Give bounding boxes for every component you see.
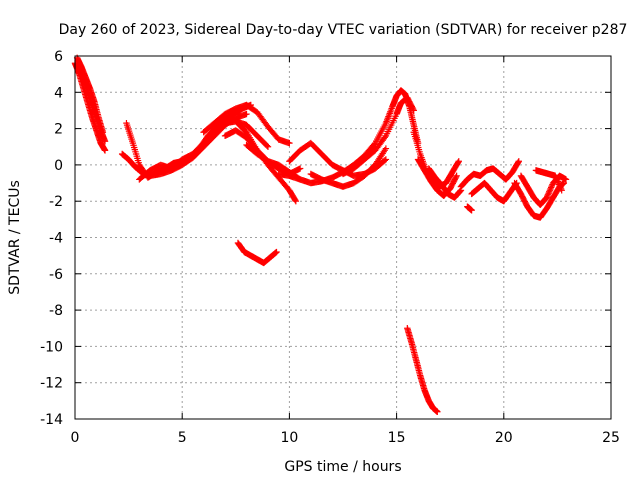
data-point <box>557 185 565 193</box>
data-point <box>370 141 378 148</box>
x-tick-label: 5 <box>178 430 187 446</box>
data-point <box>454 159 462 166</box>
data-point <box>547 185 554 193</box>
x-tick-label: 10 <box>280 430 298 446</box>
data-point <box>264 143 272 150</box>
data-point <box>286 139 293 147</box>
data-point <box>381 157 389 164</box>
y-axis-ticks: -14 -12 -10 -8 -6 -4 -2 0 2 4 6 <box>40 49 611 428</box>
x-tick-label: 20 <box>495 430 513 446</box>
data-point <box>382 145 390 152</box>
data-point <box>515 158 523 165</box>
data-point <box>101 138 109 145</box>
data-point <box>263 142 271 149</box>
data-point <box>514 159 522 166</box>
data-point <box>409 105 417 113</box>
data-point <box>410 107 417 114</box>
chart-title: Day 260 of 2023, Sidereal Day-to-day VTE… <box>59 22 628 38</box>
x-tick-label: 25 <box>602 430 620 446</box>
data-point <box>243 110 250 118</box>
data-point <box>292 198 300 205</box>
x-axis-ticks: 0 5 10 15 20 25 <box>71 56 620 446</box>
data-point <box>273 248 280 256</box>
data-point <box>557 184 564 191</box>
data-point <box>381 134 389 141</box>
data-point <box>456 188 463 195</box>
data-point <box>291 196 299 204</box>
data-point <box>544 191 552 198</box>
data-point <box>555 179 562 187</box>
data-point <box>546 187 554 194</box>
data-point <box>382 156 390 163</box>
data-point <box>457 187 464 195</box>
data-point <box>453 172 460 179</box>
y-tick-label: -6 <box>49 267 63 283</box>
data-point <box>101 147 109 154</box>
data-point <box>544 192 551 200</box>
y-tick-label: -8 <box>49 303 63 319</box>
data-point <box>455 158 462 165</box>
data-point <box>552 174 560 181</box>
data-point <box>452 173 460 181</box>
data-point <box>547 184 555 191</box>
y-tick-label: -2 <box>49 194 63 210</box>
y-tick-label: -14 <box>40 412 63 428</box>
data-points <box>71 54 570 415</box>
data-point <box>545 190 552 197</box>
data-point <box>552 172 559 179</box>
data-point <box>543 194 550 201</box>
data-point <box>468 207 475 214</box>
data-point <box>558 187 565 194</box>
data-point <box>296 165 304 172</box>
y-tick-label: 6 <box>54 49 63 65</box>
data-point <box>553 175 560 182</box>
y-axis-title: SDTVAR / TECUs <box>7 180 23 295</box>
x-tick-label: 0 <box>71 430 80 446</box>
data-point <box>555 181 563 188</box>
y-tick-label: -12 <box>40 376 63 392</box>
data-point <box>562 176 570 183</box>
x-tick-label: 15 <box>388 430 406 446</box>
y-tick-label: 4 <box>54 85 63 101</box>
data-point <box>553 176 561 184</box>
y-tick-label: -10 <box>40 339 63 355</box>
y-tick-label: 0 <box>54 158 63 174</box>
data-point <box>434 408 441 415</box>
data-point <box>556 182 563 190</box>
y-tick-label: -4 <box>49 231 63 247</box>
x-axis-title: GPS time / hours <box>284 459 401 475</box>
data-point <box>546 188 553 195</box>
data-point <box>548 182 556 190</box>
y-tick-label: 2 <box>54 122 63 138</box>
grid <box>75 56 611 419</box>
data-point <box>554 178 562 185</box>
